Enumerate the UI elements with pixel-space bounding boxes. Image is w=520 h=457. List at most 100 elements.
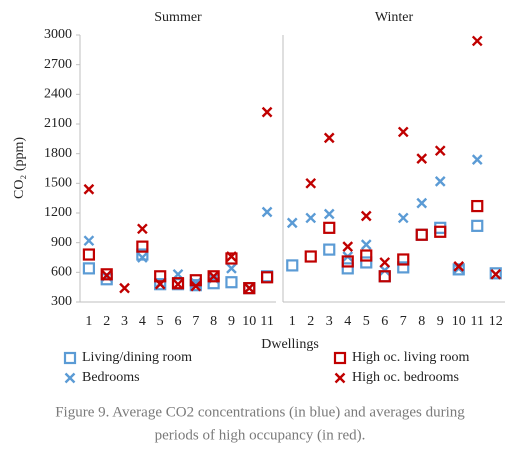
y-tick-label: 2700 <box>44 57 72 72</box>
data-point <box>82 248 96 261</box>
data-point <box>137 252 148 263</box>
x-tick-label: 7 <box>400 314 407 329</box>
data-point <box>397 261 410 274</box>
data-point <box>261 106 273 118</box>
data-point <box>225 276 238 289</box>
data-point <box>415 228 428 241</box>
y-tick-label: 300 <box>51 294 72 309</box>
data-point <box>243 282 256 295</box>
y-tick-label: 3000 <box>44 27 72 42</box>
data-point <box>154 278 167 291</box>
data-point <box>360 249 373 262</box>
data-point <box>397 212 409 224</box>
data-point <box>137 223 148 235</box>
caption: periods of high occupancy (in red). <box>155 427 366 443</box>
x-tick-label: 11 <box>260 314 273 329</box>
data-point <box>243 282 255 294</box>
x-tick-label: 12 <box>489 314 503 329</box>
x-tick-label: 2 <box>307 314 314 329</box>
data-point <box>379 257 391 268</box>
legend-marker <box>333 351 347 365</box>
data-point <box>360 210 372 222</box>
data-point <box>286 259 299 272</box>
data-point <box>323 243 336 256</box>
y-tick-label: 600 <box>51 265 72 280</box>
legend-label: Bedrooms <box>82 370 140 385</box>
data-point <box>452 263 465 276</box>
y-tick-label: 900 <box>51 235 72 250</box>
data-point <box>154 270 167 283</box>
x-tick-label: 9 <box>228 314 235 329</box>
data-point <box>471 199 484 213</box>
data-point <box>416 153 428 164</box>
x-tick-label: 6 <box>175 314 182 329</box>
data-point <box>136 240 149 253</box>
y-tick-label: 2400 <box>44 87 72 102</box>
data-point <box>489 267 502 280</box>
x-tick-label: 5 <box>157 314 164 329</box>
data-point <box>304 250 317 263</box>
y-tick-label: 1500 <box>44 176 72 191</box>
data-point <box>453 263 465 274</box>
x-tick-label: 4 <box>139 314 146 329</box>
data-point <box>416 197 428 209</box>
data-point <box>207 270 220 283</box>
data-point <box>83 183 95 195</box>
y-tick-label: 1800 <box>44 146 72 161</box>
x-tick-label: 11 <box>471 314 484 329</box>
x-tick-label: 8 <box>210 314 217 329</box>
panel-title: Winter <box>375 10 414 25</box>
data-point <box>119 282 130 294</box>
data-point <box>434 176 446 187</box>
x-tick-label: 1 <box>289 314 296 329</box>
data-point <box>360 239 372 250</box>
data-point <box>397 126 409 138</box>
data-point <box>490 268 502 280</box>
data-point <box>323 208 335 220</box>
x-axis-label: Dwellings <box>261 337 319 352</box>
data-point <box>100 268 113 281</box>
x-tick-label: 1 <box>85 314 92 329</box>
data-point <box>341 255 354 268</box>
data-point <box>434 225 447 238</box>
data-point <box>154 278 166 290</box>
data-point <box>453 261 465 272</box>
y-tick-label: 1200 <box>44 205 72 220</box>
caption: Figure 9. Average CO2 concentrations (in… <box>55 404 465 420</box>
data-point <box>360 256 373 269</box>
data-point <box>305 177 317 189</box>
y-axis-label: CO₂ (ppm) <box>12 137 27 199</box>
data-point <box>471 35 483 47</box>
data-point <box>471 219 484 232</box>
legend-label: High oc. bedrooms <box>352 370 459 385</box>
data-point <box>226 263 237 274</box>
data-point <box>226 251 237 262</box>
data-point <box>208 270 219 282</box>
x-tick-label: 2 <box>103 314 110 329</box>
data-point <box>415 228 428 241</box>
x-tick-label: 10 <box>242 314 256 329</box>
data-point <box>323 132 335 144</box>
data-point <box>261 206 273 218</box>
y-tick-label: 2100 <box>44 116 72 131</box>
data-point <box>397 253 410 266</box>
data-point <box>101 269 113 281</box>
legend-marker <box>334 372 346 384</box>
data-point <box>171 277 185 290</box>
x-tick-label: 3 <box>326 314 333 329</box>
panel-title: Summer <box>154 10 202 25</box>
legend-marker <box>63 351 77 365</box>
data-point <box>190 280 202 292</box>
data-point <box>83 235 95 247</box>
data-point <box>341 262 354 275</box>
x-tick-label: 6 <box>381 314 388 329</box>
data-point <box>225 252 238 265</box>
x-tick-label: 10 <box>452 314 466 329</box>
data-point <box>172 278 184 290</box>
legend-label: Living/dining room <box>82 350 192 365</box>
data-point <box>260 271 274 284</box>
data-point <box>136 248 149 261</box>
x-tick-label: 4 <box>344 314 351 329</box>
x-tick-label: 7 <box>192 314 199 329</box>
